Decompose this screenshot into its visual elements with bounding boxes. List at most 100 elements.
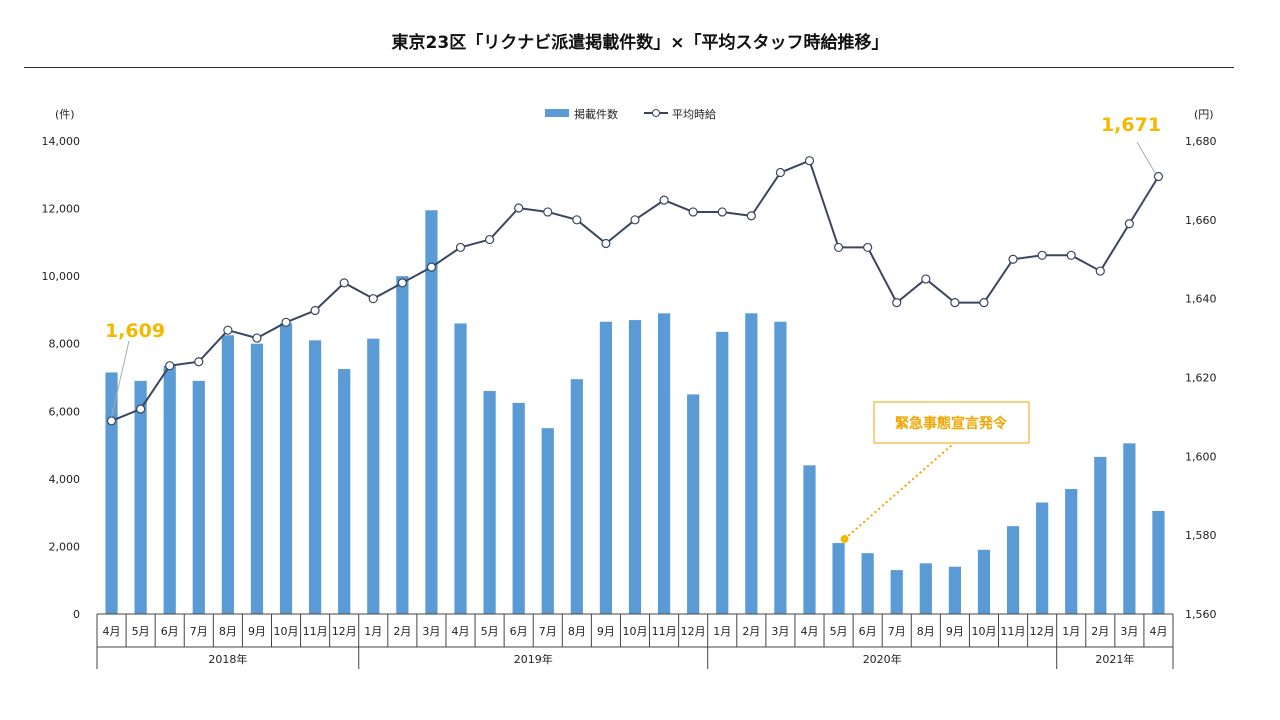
wage-point	[223, 325, 233, 335]
wage-point	[252, 333, 262, 343]
left-tick-label: 8,000	[49, 338, 81, 351]
wage-point	[746, 211, 756, 221]
title-divider	[24, 67, 1234, 68]
callout-first-value: 1,609	[105, 320, 165, 342]
month-label: 12月	[1030, 625, 1055, 638]
year-label: 2018年	[208, 652, 247, 666]
wage-point	[659, 195, 669, 205]
right-tick-label: 1,660	[1185, 214, 1217, 227]
month-label: 2月	[393, 625, 411, 638]
right-tick-label: 1,560	[1185, 608, 1217, 621]
bar	[425, 210, 438, 614]
bar	[1152, 510, 1165, 614]
wage-point	[310, 305, 320, 316]
legend-line-label: 平均時給	[672, 107, 716, 121]
month-label: 3月	[1120, 625, 1138, 638]
month-label: 8月	[917, 625, 935, 638]
bar	[832, 543, 845, 614]
right-tick-label: 1,640	[1185, 293, 1217, 306]
year-label: 2020年	[863, 652, 902, 666]
bar	[687, 394, 700, 614]
month-label: 6月	[510, 625, 528, 638]
callouts: 1,609 1,671	[105, 114, 1161, 417]
bar	[657, 313, 671, 614]
month-label: 12月	[681, 625, 706, 638]
wage-point	[775, 167, 786, 178]
month-label: 12月	[332, 625, 357, 638]
wage-point	[514, 203, 524, 213]
wage-point	[1124, 219, 1134, 229]
month-label: 10月	[971, 625, 996, 638]
right-tick-label: 1,580	[1185, 529, 1217, 542]
bar	[483, 391, 496, 614]
wage-point	[892, 298, 902, 308]
month-label: 7月	[190, 625, 208, 638]
wage-point	[484, 234, 495, 245]
bar	[570, 379, 583, 614]
wage-point	[630, 215, 640, 225]
left-tick-label: 10,000	[42, 270, 81, 283]
left-tick-label: 12,000	[42, 203, 81, 216]
callout-leader	[111, 340, 130, 417]
wage-point	[543, 207, 553, 217]
month-label: 6月	[859, 625, 877, 638]
wage-point	[572, 215, 582, 225]
bar	[192, 380, 205, 614]
month-label: 2月	[742, 625, 760, 638]
wage-point	[106, 416, 117, 426]
wage-point	[979, 298, 989, 308]
bar	[338, 369, 351, 614]
bar	[163, 365, 176, 614]
month-label: 1月	[713, 625, 731, 638]
bar	[919, 563, 932, 614]
bar	[774, 321, 787, 614]
left-axis-unit: (件)	[55, 108, 75, 121]
wage-point	[136, 404, 146, 414]
wage-point	[921, 274, 931, 284]
x-axis: 4月 5月 6月 7月 8月 9月 10月 11月 12月 1月 2月 3月 4月 5月 6月 7月 8月 9月 1…	[96, 613, 1174, 669]
bar	[279, 323, 293, 614]
right-tick-label: 1,620	[1185, 372, 1217, 385]
right-axis: 1,560 1,580 1,600 1,620 1,640 1,660 1,680	[1185, 135, 1217, 621]
year-label: 2021年	[1095, 652, 1134, 666]
bar	[716, 331, 729, 614]
callout-leader	[1136, 141, 1156, 174]
year-label: 2019年	[514, 652, 553, 666]
bar	[977, 549, 991, 614]
annotation-group: 緊急事態宣言発令	[840, 401, 1030, 544]
bar	[512, 402, 525, 614]
wage-point	[863, 242, 873, 253]
month-label: 9月	[248, 625, 266, 638]
bar-series	[105, 210, 1165, 614]
month-label: 4月	[452, 625, 470, 638]
wage-point	[950, 298, 960, 308]
left-tick-label: 2,000	[49, 540, 81, 553]
month-label: 1月	[1062, 625, 1080, 638]
month-label: 1月	[364, 625, 382, 638]
month-label: 11月	[652, 625, 677, 638]
right-axis-unit: (円)	[1194, 108, 1214, 121]
month-label: 7月	[888, 625, 906, 638]
wage-point	[601, 238, 611, 249]
bar	[250, 343, 264, 614]
annotation-leader	[843, 443, 954, 540]
bar	[599, 321, 613, 614]
month-label: 5月	[132, 625, 150, 638]
wage-point	[804, 156, 815, 166]
bar	[745, 313, 758, 614]
month-label: 5月	[830, 625, 848, 638]
month-label: 7月	[539, 625, 557, 638]
legend-bar-swatch	[545, 109, 569, 117]
bar	[803, 465, 816, 614]
annotation-text: 緊急事態宣言発令	[895, 415, 1008, 432]
month-label: 3月	[422, 625, 440, 638]
wage-point	[194, 357, 204, 367]
annotation-box	[873, 401, 1030, 444]
bar	[105, 372, 118, 614]
line-series	[106, 156, 1164, 426]
bar	[1123, 443, 1136, 614]
bar	[1065, 488, 1078, 614]
wage-point	[1008, 254, 1018, 264]
wage-point	[1095, 266, 1105, 276]
